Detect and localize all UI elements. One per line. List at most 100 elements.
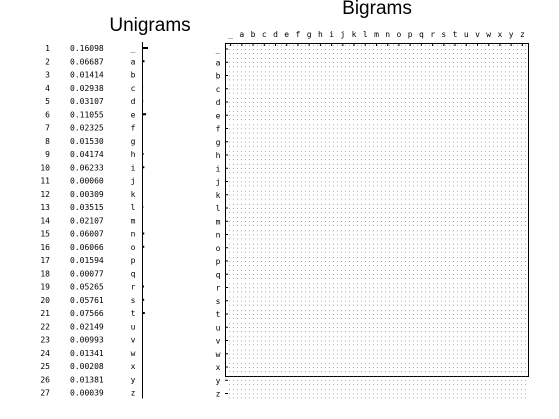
bigram-cell bbox=[373, 75, 374, 77]
bigram-cell bbox=[449, 66, 450, 67]
bigram-cell bbox=[269, 71, 270, 73]
bigram-cell bbox=[437, 92, 438, 94]
bigram-cell bbox=[381, 198, 382, 200]
bigram-cell bbox=[265, 274, 266, 275]
bigram-cell bbox=[333, 261, 334, 262]
bigram-cell bbox=[325, 291, 326, 293]
bigram-cell bbox=[489, 225, 490, 226]
bigram-cell bbox=[249, 238, 250, 240]
bigram-cell bbox=[417, 225, 418, 226]
bigram-cell bbox=[301, 111, 302, 112]
bigram-cell bbox=[373, 98, 374, 99]
bigram-cell bbox=[381, 98, 382, 99]
bigram-cell bbox=[385, 132, 386, 134]
bigram-cell bbox=[385, 287, 386, 289]
bigram-cell bbox=[465, 45, 466, 46]
bigram-cell bbox=[281, 124, 282, 126]
bigram-cell bbox=[465, 217, 466, 218]
bigram-cell bbox=[481, 234, 482, 236]
bigram-cell bbox=[409, 88, 410, 90]
bigram-cell bbox=[309, 159, 310, 160]
bigram-cell bbox=[453, 172, 454, 173]
bigram-cell bbox=[449, 265, 450, 266]
bigram-cell bbox=[265, 168, 266, 169]
bigram-cell bbox=[425, 71, 426, 73]
bigram-cell bbox=[481, 88, 482, 90]
bigram-cell bbox=[285, 92, 286, 94]
bigram-cell bbox=[497, 45, 498, 46]
bigram-cell bbox=[285, 251, 286, 253]
bigram-cell bbox=[249, 217, 250, 218]
bigram-cell bbox=[357, 58, 358, 59]
bigram-cell bbox=[325, 132, 326, 134]
bigram-cell bbox=[233, 238, 234, 240]
bigram-cell bbox=[389, 247, 390, 249]
bigram-cell bbox=[349, 304, 350, 306]
bigram-cell bbox=[341, 304, 342, 306]
bigram-cell bbox=[297, 159, 298, 160]
bigram-cell bbox=[509, 92, 510, 94]
bigram-cell bbox=[445, 181, 446, 183]
unigram-letter: y bbox=[131, 375, 136, 384]
bigram-cell bbox=[433, 217, 434, 218]
bigram-cell bbox=[321, 323, 322, 324]
bigram-cell bbox=[433, 164, 434, 165]
bigram-cell bbox=[253, 238, 254, 240]
bigram-cell bbox=[337, 230, 338, 232]
bigram-cell bbox=[413, 141, 414, 143]
bigram-cell bbox=[437, 128, 438, 130]
bigram-cell bbox=[249, 102, 250, 103]
bigram-cell bbox=[337, 221, 338, 222]
bigram-cell bbox=[341, 243, 342, 245]
bigram-cell bbox=[417, 102, 418, 103]
bigram-cell bbox=[269, 155, 270, 156]
bigram-cell bbox=[517, 314, 518, 315]
bigram-cell bbox=[505, 168, 506, 169]
bigram-cell bbox=[261, 79, 262, 81]
bigram-cell bbox=[437, 124, 438, 126]
bigram-cell bbox=[465, 314, 466, 315]
bigram-cell bbox=[261, 137, 262, 139]
bigram-cell bbox=[377, 318, 378, 319]
bigram-cell bbox=[313, 296, 314, 298]
bigram-cell bbox=[297, 265, 298, 266]
bigram-cell bbox=[397, 168, 398, 169]
bigram-cell bbox=[321, 141, 322, 143]
bigram-cell bbox=[369, 270, 370, 271]
bigram-cell bbox=[313, 225, 314, 226]
bigram-cell bbox=[229, 318, 230, 319]
bigram-cell bbox=[433, 71, 434, 73]
bigram-cell bbox=[357, 62, 358, 63]
unigram-letter: x bbox=[131, 362, 136, 371]
bigram-cell bbox=[473, 45, 474, 46]
bigram-cell bbox=[385, 62, 386, 63]
bigram-cell bbox=[241, 159, 242, 160]
bigram-cell bbox=[237, 79, 238, 81]
bigram-cell bbox=[405, 111, 406, 112]
bigram-cell bbox=[261, 230, 262, 232]
bigram-cell bbox=[493, 168, 494, 169]
bigram-cell bbox=[501, 278, 502, 279]
bigram-cell bbox=[493, 102, 494, 103]
bigram-cell bbox=[497, 145, 498, 147]
bigram-cell bbox=[389, 84, 390, 86]
bigram-cell bbox=[237, 278, 238, 279]
bigram-cell bbox=[357, 79, 358, 81]
bigram-cell bbox=[469, 164, 470, 165]
bigram-cell bbox=[237, 261, 238, 262]
bigram-cell bbox=[517, 230, 518, 232]
bigram-cell bbox=[409, 296, 410, 298]
bigram-cell bbox=[453, 270, 454, 271]
bigram-cell bbox=[421, 145, 422, 147]
bigram-cell bbox=[357, 102, 358, 103]
bigram-cell bbox=[257, 261, 258, 262]
bigram-cell bbox=[357, 238, 358, 240]
bigram-cell bbox=[489, 287, 490, 289]
unigram-letter: p bbox=[131, 256, 136, 265]
bigram-cell bbox=[357, 132, 358, 134]
bigram-cell bbox=[237, 168, 238, 169]
bigram-cell bbox=[233, 278, 234, 279]
bigram-cell bbox=[513, 314, 514, 315]
bigram-cell bbox=[489, 168, 490, 169]
bigram-cell bbox=[493, 155, 494, 156]
